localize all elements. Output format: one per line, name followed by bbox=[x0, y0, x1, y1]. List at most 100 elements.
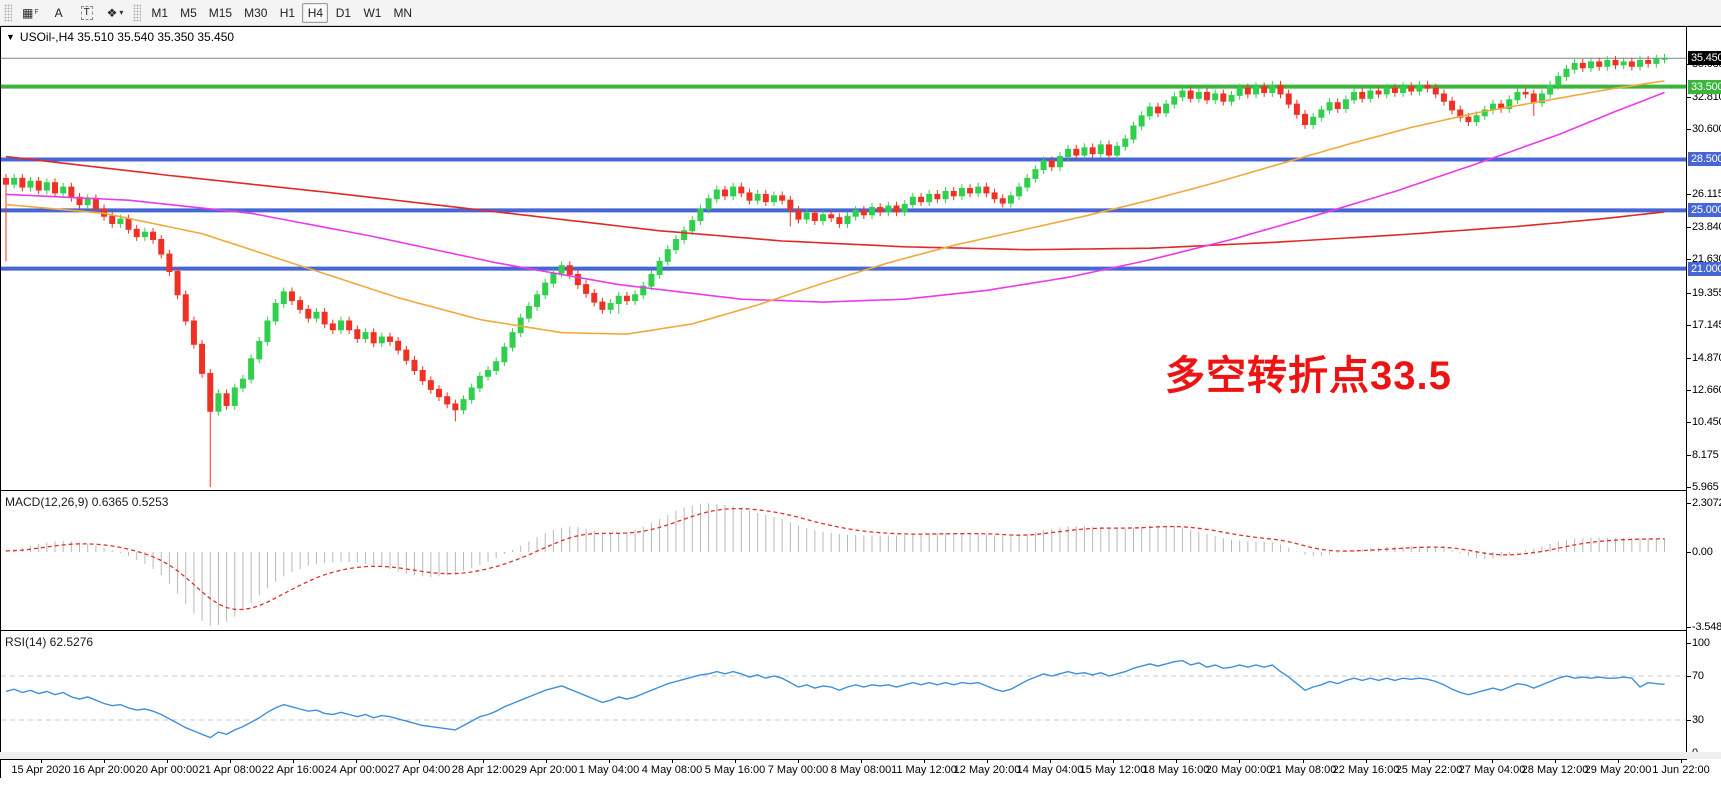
time-axis-tick bbox=[1618, 760, 1619, 763]
time-axis-label: 18 May 16:00 bbox=[1142, 764, 1210, 776]
main-price-panel[interactable]: ▼ USOil-,H4 35.510 35.540 35.350 35.450 … bbox=[1, 27, 1686, 491]
font-tool-button[interactable]: A bbox=[46, 3, 72, 23]
macd-axis-label-tick bbox=[1687, 552, 1691, 553]
time-axis-tick bbox=[41, 760, 42, 763]
macd-axis-label: 0.00 bbox=[1692, 546, 1713, 558]
symbol-title: USOil-,H4 35.510 35.540 35.350 35.450 bbox=[19, 30, 235, 44]
time-axis-label: 1 Jun 22:00 bbox=[1652, 764, 1710, 776]
time-axis-tick bbox=[1303, 760, 1304, 763]
time-axis-label: 5 May 16:00 bbox=[704, 764, 766, 776]
time-axis-tick bbox=[1050, 760, 1051, 763]
time-axis-label: 16 Apr 20:00 bbox=[72, 764, 136, 776]
price-axis-label-tick bbox=[1687, 455, 1691, 456]
font-tool-icon: A bbox=[54, 5, 63, 20]
time-axis-label: 28 May 12:00 bbox=[1521, 764, 1589, 776]
rsi-axis-label-tick bbox=[1687, 676, 1691, 677]
macd-canvas[interactable] bbox=[1, 492, 1686, 631]
time-axis-tick bbox=[419, 760, 420, 763]
time-axis-label: 4 May 08:00 bbox=[641, 764, 703, 776]
time-axis-label: 27 May 04:00 bbox=[1458, 764, 1526, 776]
price-axis-label-tick bbox=[1687, 422, 1691, 423]
rsi-axis-label-tick bbox=[1687, 720, 1691, 721]
price-marker-28.500: 28.500 bbox=[1688, 152, 1721, 166]
time-axis-tick bbox=[1176, 760, 1177, 763]
arrange-colors-button[interactable]: ❖ ▾ bbox=[102, 3, 129, 23]
time-axis-label: 14 May 04:00 bbox=[1016, 764, 1084, 776]
dropdown-caret-icon[interactable]: ▾ bbox=[119, 8, 124, 17]
timeframe-button-d1[interactable]: D1 bbox=[335, 5, 352, 20]
rsi-axis-label: 100 bbox=[1692, 637, 1710, 649]
time-axis-tick bbox=[861, 760, 862, 763]
time-axis-label: 7 May 00:00 bbox=[767, 764, 829, 776]
price-marker-35.450: 35.450 bbox=[1688, 51, 1721, 65]
timeframe-button-mn[interactable]: MN bbox=[393, 5, 413, 20]
window-bottom-edge bbox=[0, 752, 1721, 759]
time-axis-label: 11 May 12:00 bbox=[891, 764, 957, 776]
price-axis[interactable]: 35.08532.81030.60026.11523.84021.63019.3… bbox=[1686, 27, 1721, 760]
timeframe-button-m1[interactable]: M1 bbox=[151, 5, 169, 20]
rsi-label: RSI(14) 62.5276 bbox=[5, 635, 94, 649]
macd-axis-label-tick bbox=[1687, 627, 1691, 628]
rsi-line[interactable] bbox=[5, 659, 1665, 739]
time-axis-label: 29 Apr 20:00 bbox=[514, 764, 578, 776]
time-axis-tick bbox=[1366, 760, 1367, 763]
symbol-bar[interactable]: ▼ USOil-,H4 35.510 35.540 35.350 35.450 bbox=[6, 30, 234, 44]
toolbar-grip[interactable] bbox=[4, 3, 12, 22]
macd-signal-line[interactable] bbox=[5, 507, 1665, 611]
time-axis-tick bbox=[483, 760, 484, 763]
time-axis-label: 20 Apr 00:00 bbox=[135, 764, 199, 776]
timeframe-button-h4[interactable]: H4 bbox=[302, 2, 329, 23]
time-axis-tick bbox=[546, 760, 547, 763]
time-axis-tick bbox=[672, 760, 673, 763]
time-axis-tick bbox=[230, 760, 231, 763]
time-axis-label: 27 Apr 04:00 bbox=[387, 764, 451, 776]
price-axis-label: 26.115 bbox=[1692, 188, 1721, 200]
time-axis-tick bbox=[987, 760, 988, 763]
price-axis-label-tick bbox=[1687, 358, 1691, 359]
collapse-chart-icon[interactable]: ▼ bbox=[6, 32, 15, 42]
macd-indicator-panel[interactable]: MACD(12,26,9) 0.6365 0.5253 bbox=[1, 492, 1686, 631]
time-axis-tick bbox=[1555, 760, 1556, 763]
time-axis[interactable]: 15 Apr 2020 16 Apr 20:00 20 Apr 00:00 21 Ap… bbox=[1, 760, 1721, 779]
timeframe-toolbar-grip[interactable] bbox=[133, 3, 142, 22]
price-axis-label-tick bbox=[1687, 129, 1691, 130]
rsi-canvas[interactable] bbox=[1, 632, 1686, 760]
price-axis-label: 23.840 bbox=[1692, 221, 1721, 233]
price-axis-label-tick bbox=[1687, 390, 1691, 391]
time-axis-tick bbox=[1681, 760, 1682, 763]
price-marker-25.000: 25.000 bbox=[1688, 203, 1721, 217]
timeframe-button-m5[interactable]: M5 bbox=[180, 5, 197, 20]
timeframe-button-h1[interactable]: H1 bbox=[279, 5, 296, 20]
macd-label: MACD(12,26,9) 0.6365 0.5253 bbox=[5, 495, 169, 509]
timeframe-button-m15[interactable]: M15 bbox=[208, 5, 233, 20]
price-axis-label-tick bbox=[1687, 325, 1691, 326]
time-axis-label: 22 May 16:00 bbox=[1332, 764, 1400, 776]
time-axis-label: 1 May 04:00 bbox=[578, 764, 640, 776]
candles-group bbox=[3, 53, 1668, 487]
rsi-axis-label-tick bbox=[1687, 643, 1691, 644]
time-axis-tick bbox=[798, 760, 799, 763]
main-chart-canvas[interactable] bbox=[1, 27, 1686, 491]
macd-axis-label: -3.5484 bbox=[1692, 621, 1721, 633]
chart-shift-button[interactable]: ▦ F bbox=[17, 3, 44, 23]
timeframe-button-w1[interactable]: W1 bbox=[363, 5, 382, 20]
time-axis-tick bbox=[167, 760, 168, 763]
price-axis-label: 17.145 bbox=[1692, 319, 1721, 331]
time-axis-label: 8 May 08:00 bbox=[830, 764, 892, 776]
time-axis-tick bbox=[735, 760, 736, 763]
chart-window: ▼ USOil-,H4 35.510 35.540 35.350 35.450 … bbox=[0, 26, 1721, 779]
rsi-axis-label: 70 bbox=[1692, 670, 1704, 682]
timeframe-button-m30[interactable]: M30 bbox=[244, 5, 268, 20]
macd-histogram bbox=[5, 503, 1666, 627]
time-axis-tick bbox=[293, 760, 294, 763]
ma-orange-line[interactable] bbox=[5, 80, 1665, 335]
time-axis-tick bbox=[1492, 760, 1493, 763]
time-axis-tick bbox=[1113, 760, 1114, 763]
ma-red-line[interactable] bbox=[5, 155, 1665, 251]
price-axis-label-tick bbox=[1687, 227, 1691, 228]
ma-magenta-line[interactable] bbox=[5, 91, 1665, 303]
text-box-tool-button[interactable]: T bbox=[74, 3, 100, 23]
price-axis-label: 14.870 bbox=[1692, 352, 1721, 364]
time-axis-label: 25 May 22:00 bbox=[1395, 764, 1463, 776]
rsi-indicator-panel[interactable]: RSI(14) 62.5276 bbox=[1, 632, 1686, 760]
